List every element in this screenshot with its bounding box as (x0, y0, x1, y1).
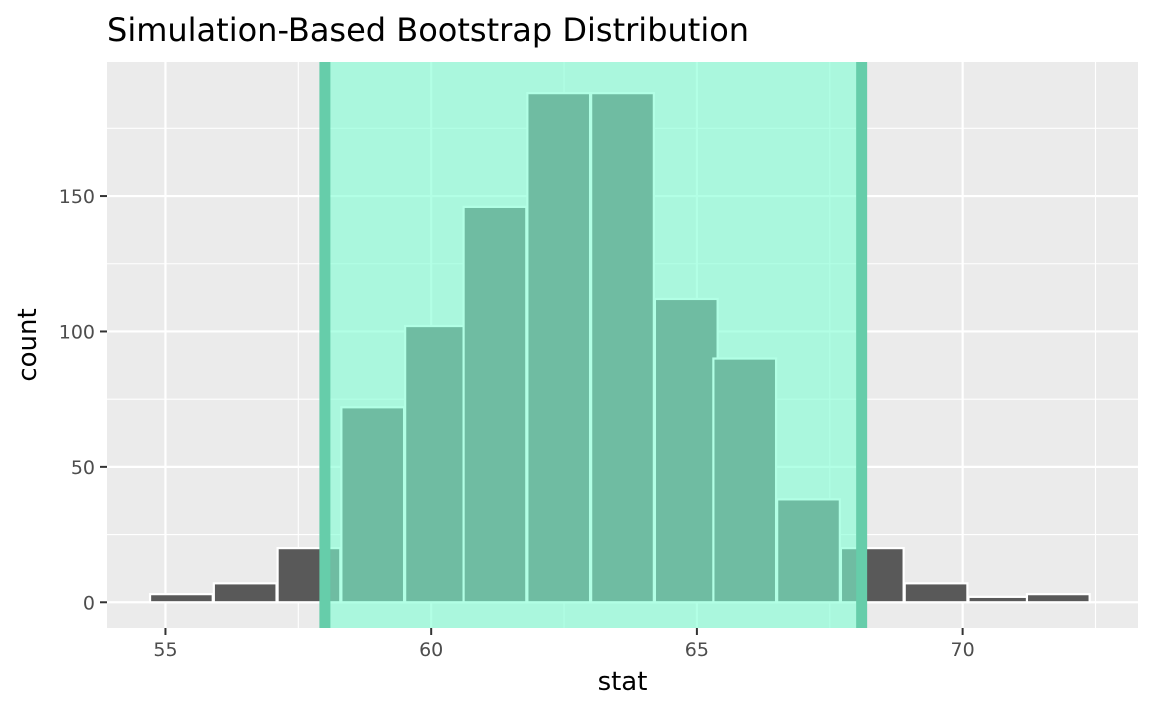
histogram-bar (1025, 593, 1091, 604)
x-axis: 55 60 65 70 (153, 628, 975, 661)
y-tick-label: 50 (71, 457, 95, 479)
y-tick-label: 150 (59, 186, 95, 208)
x-axis-title: stat (598, 667, 648, 697)
chart-title: Simulation-Based Bootstrap Distribution (107, 11, 749, 49)
x-tick-label: 60 (419, 639, 443, 661)
confidence-interval-region (324, 62, 862, 628)
confidence-interval-shade (319, 62, 868, 628)
x-tick-label: 65 (685, 639, 709, 661)
histogram-bar (903, 582, 969, 604)
histogram-bar (212, 582, 278, 604)
y-tick-label: 0 (83, 592, 95, 614)
x-tick-label: 55 (153, 639, 177, 661)
y-axis-title: count (13, 308, 43, 381)
y-tick-label: 100 (59, 321, 95, 343)
histogram-bar (148, 593, 214, 604)
y-axis: 0 50 100 150 (59, 186, 107, 614)
histogram-bar (967, 595, 1033, 604)
x-tick-label: 70 (951, 639, 975, 661)
